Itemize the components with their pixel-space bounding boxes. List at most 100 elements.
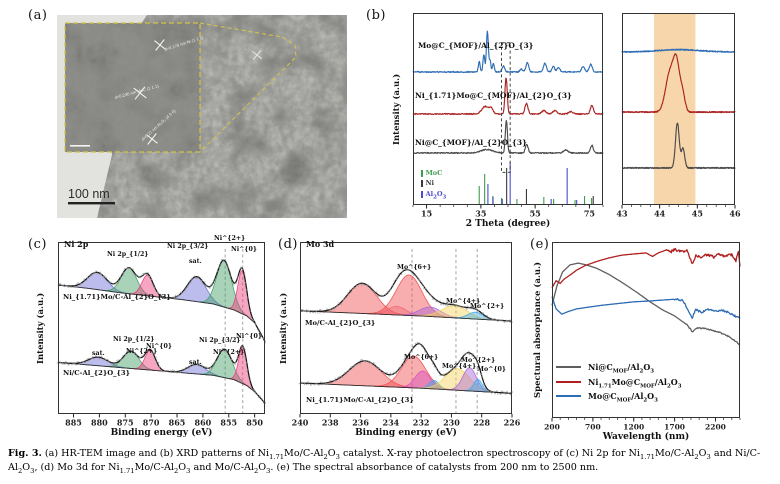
tem-inset-border	[64, 22, 201, 153]
xrd-y-axis-label: Intensity (a.u.)	[392, 73, 402, 145]
xrd-zoom-plot: 43 44 45 46	[616, 13, 741, 219]
xrd-plot: 15 35 55 75 2 Theta (degree)	[412, 13, 604, 229]
mo3d-peak-label: Mo^{4+}	[442, 363, 477, 370]
svg-text:75: 75	[584, 209, 595, 219]
panel-e-label: (e)	[530, 237, 550, 252]
svg-text:870: 870	[143, 418, 160, 428]
svg-text:234: 234	[383, 418, 400, 428]
svg-text:55: 55	[530, 209, 541, 219]
svg-text:15: 15	[421, 209, 432, 219]
mo3d-peak-label: Mo^{0}	[477, 366, 506, 373]
tem-measurement-crosses	[133, 39, 263, 145]
legend-label: Mo@CMOF/Al2O3	[588, 391, 658, 404]
absorbance-legend-item: Ni@CMOF/Al2O3	[556, 360, 682, 375]
absorbance-legend-item: Ni1.71Mo@CMOF/Al2O3	[556, 375, 682, 389]
svg-text:43: 43	[616, 209, 628, 219]
ni2p-plot: 885 880 875 870 865 860 855 850 Binding energy (…	[56, 242, 267, 438]
mo3d-title: Mo 3d	[306, 239, 335, 249]
xrd-series-label-mo: Mo@C_{MOF}/Al_{2}O_{3}	[418, 41, 534, 50]
ni2p-peak-label: Ni 2p_{3/2}	[167, 243, 209, 250]
ni2p-peak-label: sat.	[189, 359, 202, 366]
mo3d-peak-label: Mo^{6+}	[404, 354, 439, 361]
ni2p-sample-label-nimo: Ni_{1.71}Mo/C-Al_{2}O_{3}	[63, 293, 171, 301]
svg-text:875: 875	[117, 418, 134, 428]
panel-b-label: (b)	[366, 8, 386, 23]
panel-c-label: (c)	[28, 237, 47, 252]
mo3d-peak-label: Mo^{2+}	[461, 357, 496, 364]
mo3d-peak-label: Mo^{2+}	[470, 303, 505, 310]
svg-text:44: 44	[654, 209, 666, 219]
mo3d-sample-label-mo: Mo/C-Al_{2}O_{3}	[305, 319, 376, 327]
svg-text:228: 228	[473, 418, 490, 428]
xrd-ref-legend-item: Ni	[421, 177, 446, 187]
ni2p-peak-label: Ni^{2+}	[214, 235, 246, 242]
svg-text:2 Theta (degree): 2 Theta (degree)	[466, 218, 551, 229]
ref-stick-swatch	[421, 190, 423, 198]
ni2p-peak-label: Ni 2p_{3/2}	[199, 337, 241, 344]
legend-line-swatch	[556, 395, 581, 398]
absorbance-legend-item: Mo@CMOF/Al2O3	[556, 389, 682, 404]
xrd-series-label-nimo: Ni_{1.71}Mo@C_{MOF}/Al_{2}O_{3}	[415, 91, 572, 100]
ni2p-peak-label: Ni^{0}	[146, 343, 172, 350]
ni2p-peak-label: Ni^{0}	[236, 333, 262, 340]
panel-a-label: (a)	[28, 8, 48, 23]
xrd-ref-legend-item: Al2O3	[421, 187, 447, 200]
ref-stick-swatch	[421, 180, 423, 187]
svg-text:880: 880	[91, 418, 108, 428]
ni2p-peak-label: Ni^{2+}	[126, 348, 158, 355]
svg-text:240: 240	[292, 418, 309, 428]
mo3d-peak-label: Mo^{6+}	[397, 264, 432, 271]
svg-text:232: 232	[413, 418, 430, 428]
ni2p-peak-label: Ni^{2+}	[213, 349, 245, 356]
svg-text:238: 238	[322, 418, 339, 428]
tem-inset-leader-line	[199, 22, 297, 153]
panel-d-label: (d)	[278, 237, 298, 252]
svg-text:855: 855	[220, 418, 237, 428]
svg-text:Binding energy (eV): Binding energy (eV)	[111, 427, 213, 438]
xrd-ref-legend-item: MoC	[421, 166, 446, 177]
svg-text:865: 865	[169, 418, 186, 428]
ni2p-peak-label: sat.	[92, 350, 105, 357]
figure-caption-text: (a) HR-TEM image and (b) XRD patterns of…	[8, 448, 761, 476]
xrd-series-label-ni: Ni@C_{MOF}/Al_{2}O_{3}	[415, 138, 527, 147]
svg-text:885: 885	[65, 418, 82, 428]
svg-text:236: 236	[352, 418, 369, 428]
ni2p-peak-label: sat.	[189, 258, 202, 265]
xrd-reference-legend: MoC Ni Al2O3	[421, 166, 447, 200]
mo3d-sample-label-nimo: Ni_{1.71}Mo/C-Al_{2}O_{3}	[306, 396, 414, 404]
ni2p-title: Ni 2p	[64, 239, 89, 249]
legend-label: Ni@CMOF/Al2O3	[588, 362, 655, 375]
svg-text:2200: 2200	[705, 423, 726, 432]
tem-scalebar-label: 100 nm	[68, 187, 110, 201]
ni2p-y-axis-label: Intensity (a.u.)	[36, 292, 46, 364]
svg-text:226: 226	[504, 418, 521, 428]
absorbance-y-axis-label: Spectural absorptance (a.u.)	[533, 261, 543, 399]
ref-legend-label: Ni	[425, 179, 435, 187]
ref-stick-swatch	[421, 169, 423, 177]
svg-text:46: 46	[729, 209, 741, 219]
absorbance-plot: 200 700 1200 1700 2200 Wavelength (nm)	[544, 242, 741, 442]
svg-text:Binding energy (eV): Binding energy (eV)	[355, 427, 457, 438]
svg-text:1200: 1200	[623, 423, 644, 432]
svg-text:850: 850	[246, 418, 263, 428]
ni2p-peak-label: Ni 2p_{1/2}	[107, 251, 149, 258]
figure-caption: Fig. 3. (a) HR-TEM image and (b) XRD pat…	[8, 447, 774, 476]
ni2p-sample-label-ni: Ni/C-Al_{2}O_{3}	[63, 369, 131, 377]
legend-line-swatch	[556, 380, 581, 383]
absorbance-legend: Ni@CMOF/Al2O3 Ni1.71Mo@CMOF/Al2O3 Mo@CMOF/…	[556, 360, 682, 404]
svg-text:1700: 1700	[664, 423, 685, 432]
tem-scalebar	[68, 202, 115, 205]
ref-legend-label: MoC	[425, 168, 443, 177]
svg-text:Wavelength (nm): Wavelength (nm)	[602, 431, 690, 442]
mo3d-peak-label: Mo^{4+}	[446, 298, 481, 305]
ref-legend-label: Al2O3	[425, 189, 447, 200]
svg-text:230: 230	[443, 418, 460, 428]
svg-text:45: 45	[692, 209, 703, 219]
tem-inset-scalebar	[70, 145, 90, 147]
svg-text:700: 700	[585, 423, 601, 432]
tem-inset	[65, 23, 200, 152]
tem-image: d=0.176 nm Ni (1 1 1) d=0.236 nm MoC (1 …	[57, 15, 347, 218]
mo3d-y-axis-label: Intensity (a.u.)	[279, 292, 289, 364]
legend-line-swatch	[556, 366, 581, 369]
